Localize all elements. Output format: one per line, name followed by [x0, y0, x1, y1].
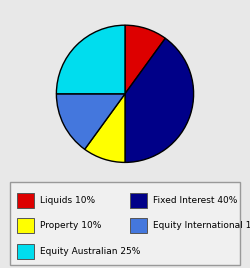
Bar: [130, 218, 147, 233]
Text: Property 10%: Property 10%: [40, 221, 101, 230]
Text: Liquids 10%: Liquids 10%: [40, 196, 95, 205]
Bar: [17, 244, 34, 259]
Wedge shape: [125, 25, 165, 94]
Text: Fixed Interest 40%: Fixed Interest 40%: [152, 196, 237, 205]
Text: Equity International 15%: Equity International 15%: [152, 221, 250, 230]
Bar: [130, 193, 147, 208]
Wedge shape: [125, 38, 194, 162]
Wedge shape: [56, 94, 125, 149]
Wedge shape: [56, 25, 125, 94]
Bar: [17, 218, 34, 233]
Wedge shape: [85, 94, 125, 162]
FancyBboxPatch shape: [10, 182, 240, 265]
Text: Equity Australian 25%: Equity Australian 25%: [40, 247, 140, 256]
Bar: [17, 193, 34, 208]
